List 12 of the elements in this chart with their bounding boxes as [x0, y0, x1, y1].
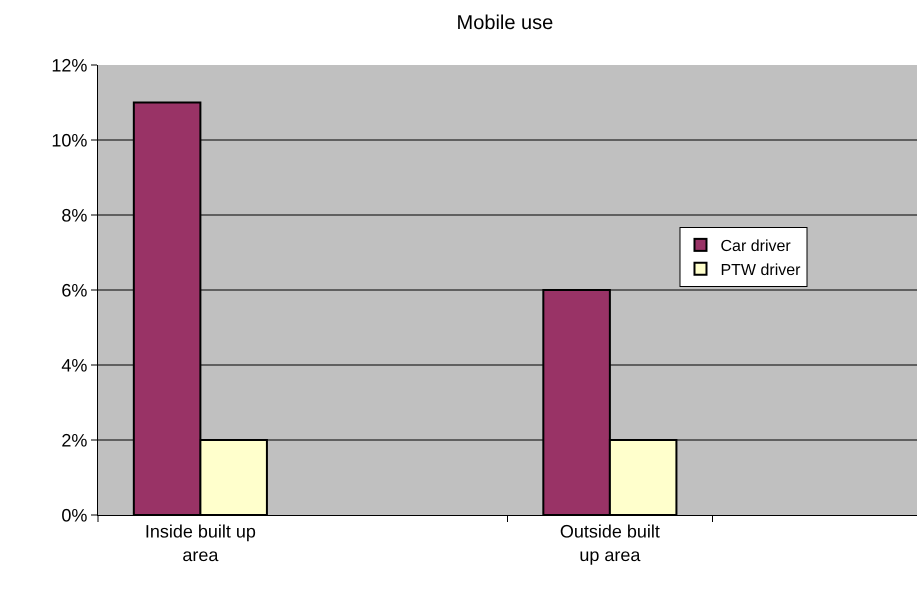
y-tick-label: 2%: [61, 430, 88, 450]
y-tick-label: 8%: [61, 205, 88, 226]
x-tick-label: Inside built up area: [144, 522, 256, 565]
y-tick-label: 6%: [61, 280, 88, 300]
legend-label: PTW driver: [720, 262, 802, 279]
y-tick-label: 4%: [61, 355, 88, 376]
y-tick-label: 0%: [61, 505, 88, 526]
y-tick-label: 12%: [51, 55, 88, 76]
x-tick-label: Outside built up area: [560, 522, 660, 565]
legend-label: Car driver: [720, 238, 792, 256]
y-tick-label: 10%: [51, 130, 88, 150]
chart-title: Mobile use: [456, 12, 554, 34]
